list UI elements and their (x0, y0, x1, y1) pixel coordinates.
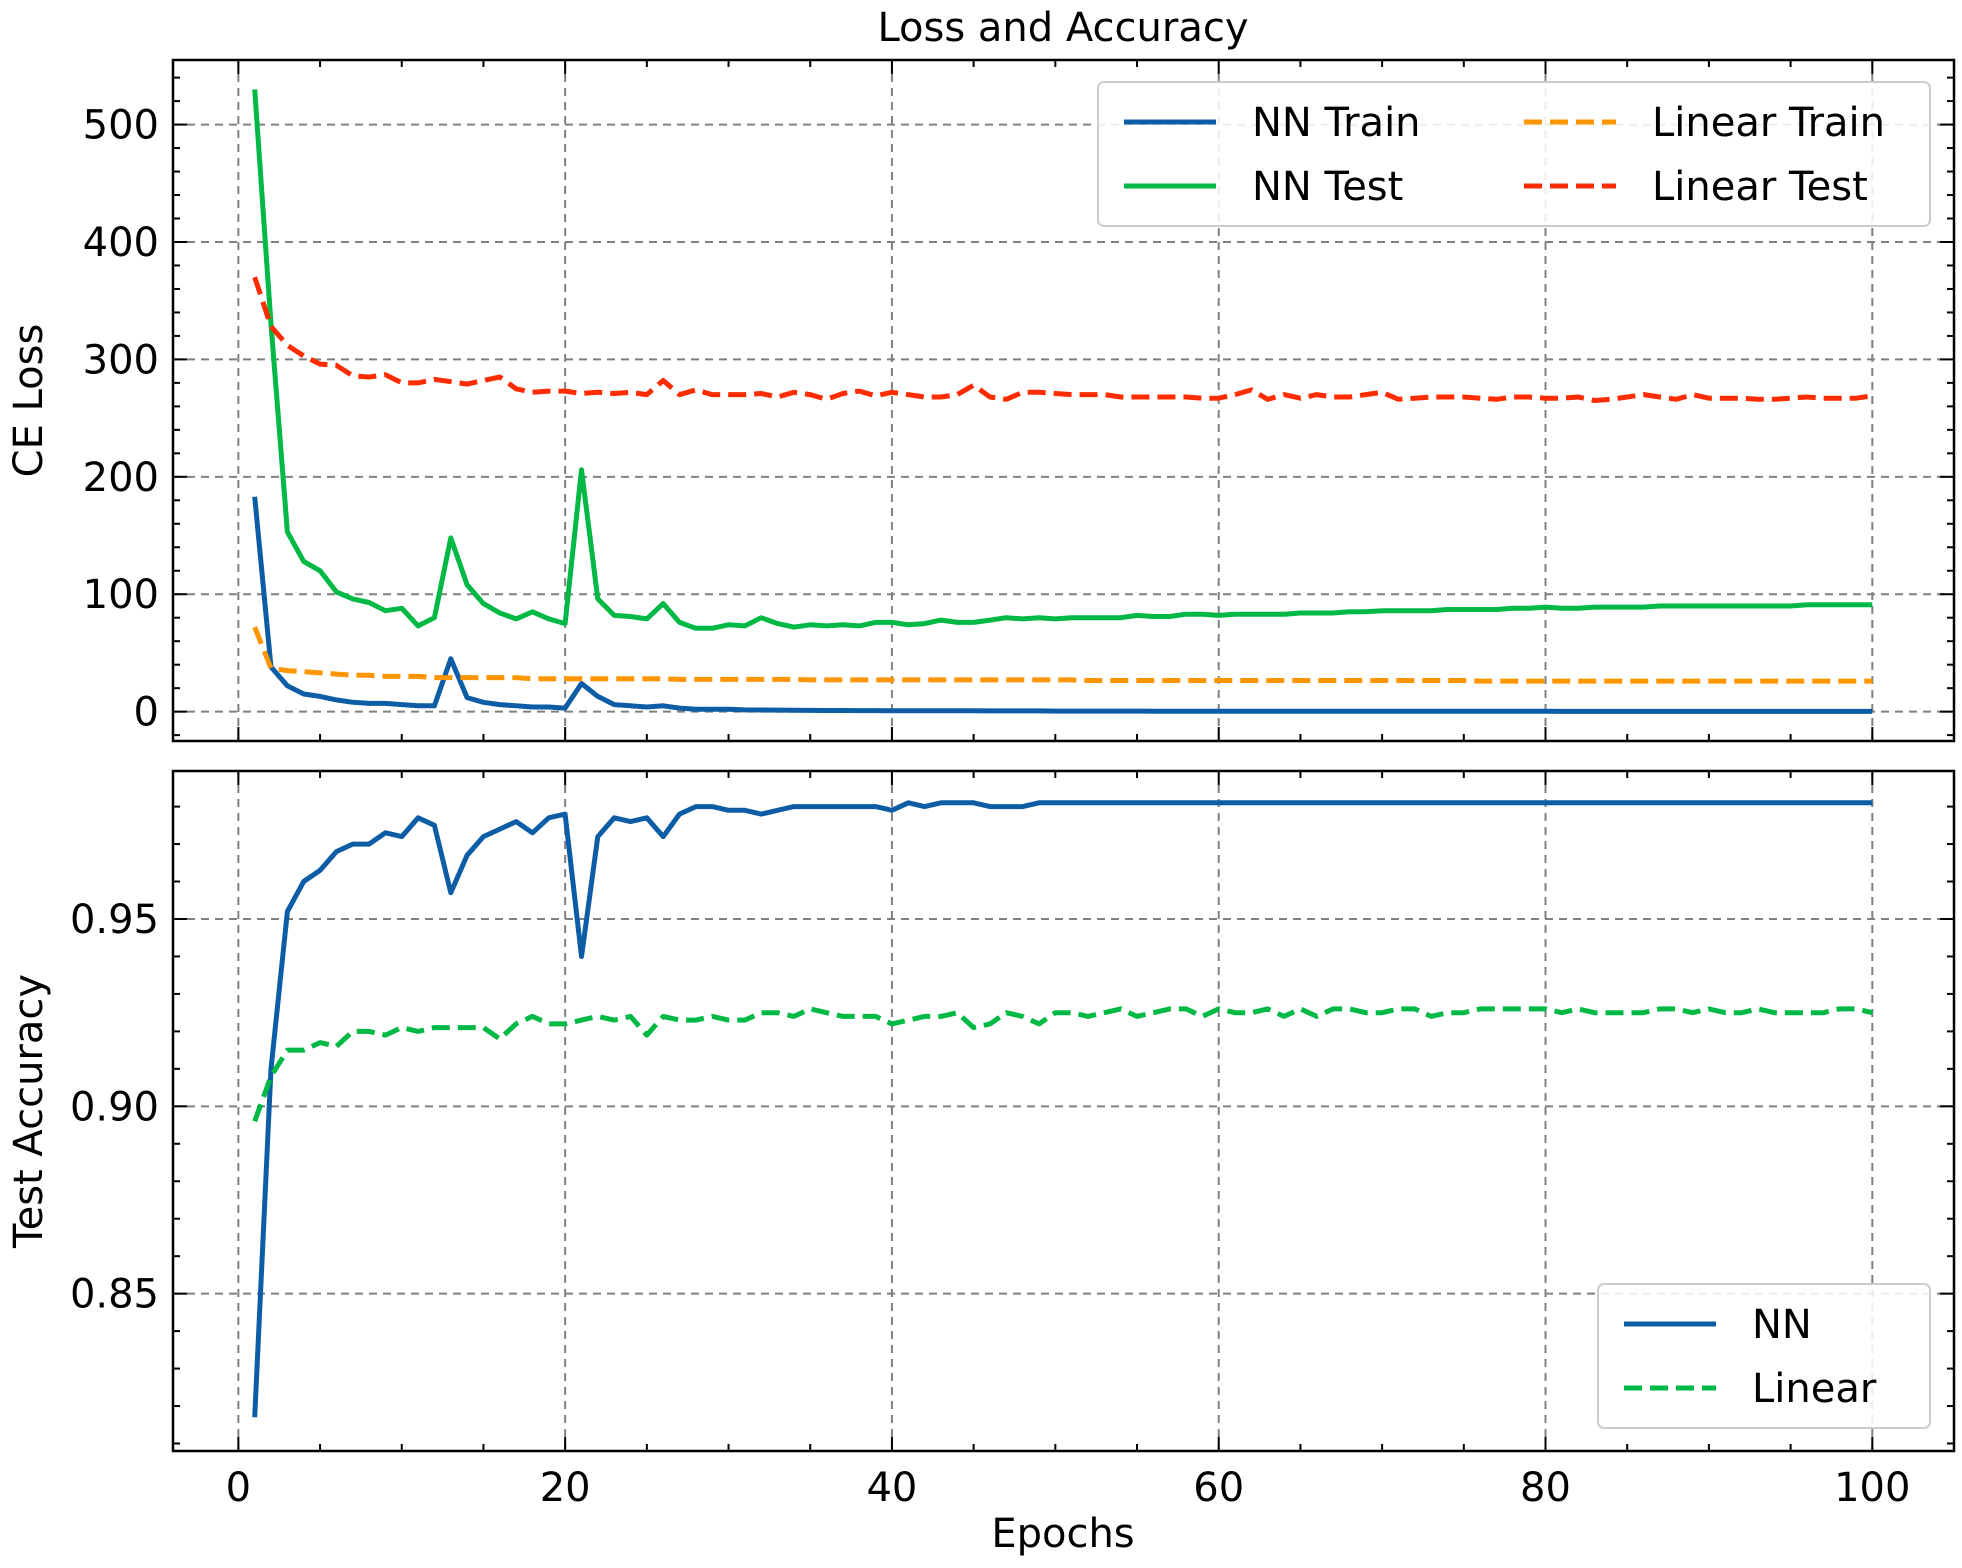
loss-series-nn-test (252, 89, 1873, 631)
accuracy-xtick-label: 100 (1834, 1465, 1910, 1511)
accuracy-y-axis-label: Test Accuracy (6, 974, 52, 1249)
loss-y-axis-label: CE Loss (6, 324, 52, 478)
loss-ytick-label: 100 (83, 572, 159, 618)
loss-legend-label: Linear Train (1652, 100, 1885, 146)
accuracy-xtick-label: 20 (540, 1465, 591, 1511)
accuracy-xtick-label: 60 (1193, 1465, 1244, 1511)
loss-series-linear-train (252, 626, 1873, 684)
loss-ytick-label: 200 (83, 455, 159, 501)
loss-ytick-label: 0 (134, 690, 159, 736)
accuracy-plot-frame (171, 769, 1956, 1453)
accuracy-ytick-label: 0.90 (70, 1084, 159, 1130)
accuracy-panel: 0.85 0.90 0.95 0 20 40 60 80 100 Test Accuracy NN L… (6, 769, 1956, 1511)
loss-series-nn-train (252, 496, 1873, 714)
accuracy-series-nn (252, 800, 1873, 1418)
accuracy-legend-label: Linear (1752, 1366, 1877, 1412)
loss-legend-label: NN Test (1252, 164, 1403, 210)
x-axis-label: Epochs (991, 1511, 1134, 1557)
loss-ytick-label: 500 (83, 103, 159, 149)
accuracy-xtick-label: 80 (1520, 1465, 1571, 1511)
loss-series-linear-test (252, 276, 1873, 403)
accuracy-xtick-label: 40 (866, 1465, 917, 1511)
accuracy-legend-box (1597, 1283, 1931, 1429)
loss-ytick-label: 300 (83, 337, 159, 383)
loss-panel: 0 100 200 300 400 500 CE Loss NN Train NN Test Li… (6, 58, 1956, 743)
loss-ytick-label: 400 (83, 220, 159, 266)
figure-title: Loss and Accuracy (877, 5, 1248, 51)
loss-legend-label: Linear Test (1652, 164, 1868, 210)
accuracy-legend-label: NN (1752, 1302, 1812, 1348)
accuracy-xtick-label: 0 (226, 1465, 251, 1511)
loss-legend: NN Train NN Test Linear Train Linear Test (1097, 81, 1931, 227)
accuracy-series-linear (252, 1006, 1873, 1123)
loss-legend-label: NN Train (1252, 100, 1421, 146)
loss-plot-frame (171, 58, 1956, 743)
accuracy-ytick-label: 0.95 (70, 897, 159, 943)
loss-legend-box (1097, 81, 1931, 227)
accuracy-ytick-label: 0.85 (70, 1272, 159, 1318)
accuracy-legend: NN Linear (1597, 1283, 1931, 1429)
